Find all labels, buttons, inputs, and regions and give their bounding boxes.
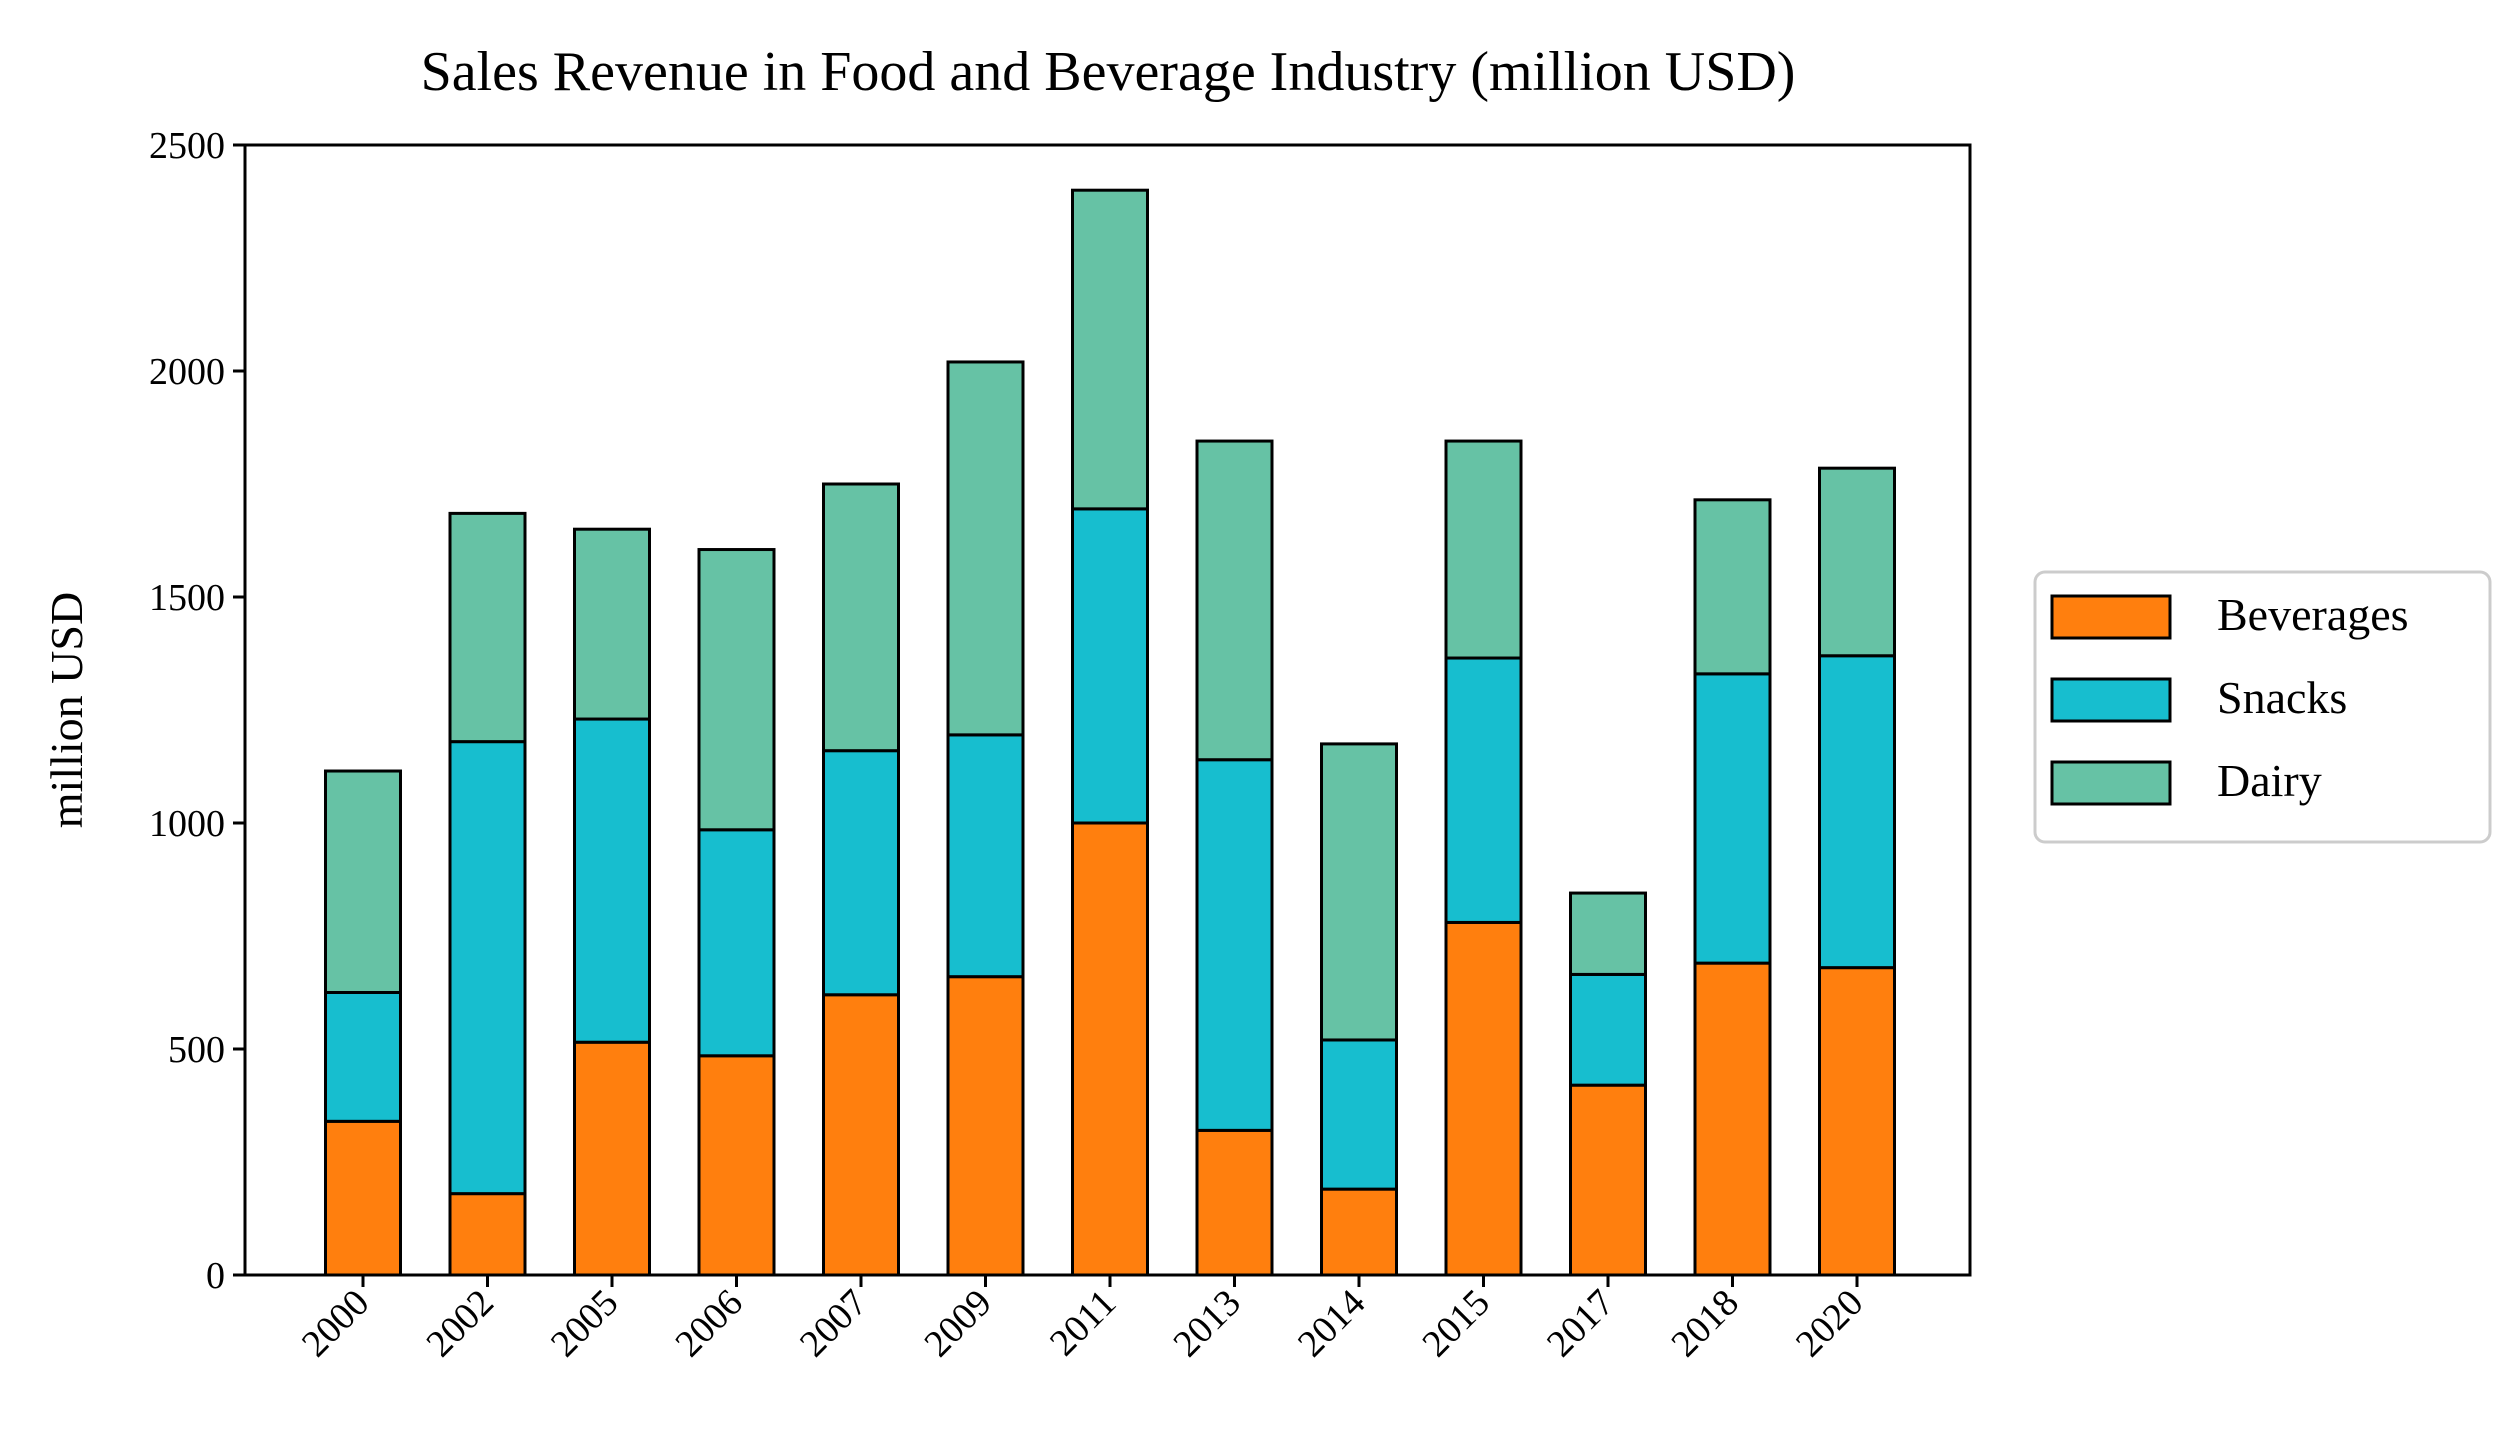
x-tick-label: 2006 [667, 1282, 750, 1365]
x-tick-label: 2018 [1663, 1282, 1746, 1365]
x-tick-label: 2007 [792, 1282, 875, 1365]
bar-snacks-2007 [822, 749, 900, 997]
bar-snacks-2018 [1693, 672, 1772, 965]
bar-snacks-2013 [1195, 758, 1274, 1132]
bar-beverages-2007 [822, 993, 900, 1277]
x-tick-label: 2015 [1414, 1282, 1497, 1365]
bar-dairy-2013 [1195, 439, 1274, 762]
y-tick-label: 2500 [149, 125, 225, 167]
bar-beverages-2013 [1195, 1128, 1274, 1277]
y-axis-label: million USD [41, 592, 92, 828]
y-tick-label: 1000 [149, 803, 225, 845]
bar-snacks-2015 [1444, 656, 1523, 924]
x-tick-label: 2017 [1539, 1282, 1622, 1365]
y-axis-ticks: 0 500 1000 1500 2000 2500 [149, 125, 245, 1297]
bars-group [324, 188, 1896, 1277]
y-tick-label: 500 [168, 1029, 225, 1071]
plot-frame [243, 143, 1972, 1277]
legend-items: Beverages Snacks Dairy [2050, 589, 2409, 806]
bar-beverages-2018 [1693, 961, 1772, 1277]
bar-snacks-2006 [697, 828, 776, 1058]
x-tick-label: 2013 [1165, 1282, 1248, 1365]
bar-dairy-2017 [1569, 891, 1647, 976]
bar-dairy-2015 [1444, 439, 1523, 660]
bar-snacks-2020 [1818, 654, 1896, 970]
y-tick-label: 0 [206, 1255, 225, 1297]
bar-beverages-2006 [697, 1054, 776, 1277]
bar-dairy-2018 [1693, 498, 1772, 676]
chart-title: Sales Revenue in Food and Beverage Indus… [421, 41, 1796, 103]
legend-swatch-dairy [2050, 760, 2172, 806]
bar-dairy-2020 [1818, 466, 1896, 658]
x-tick-label: 2002 [418, 1282, 501, 1365]
bar-snacks-2011 [1071, 507, 1149, 825]
bar-beverages-2002 [448, 1192, 527, 1277]
y-tick-label: 1500 [149, 577, 225, 619]
bar-beverages-2014 [1320, 1187, 1398, 1277]
y-tick-label: 2000 [149, 351, 225, 393]
legend-swatch-beverages [2050, 594, 2172, 640]
bar-dairy-2014 [1320, 742, 1398, 1042]
bar-snacks-2002 [448, 740, 527, 1196]
bar-dairy-2005 [573, 527, 651, 721]
bar-dairy-2011 [1071, 188, 1149, 511]
x-tick-label: 2011 [1042, 1282, 1124, 1364]
bar-snacks-2005 [573, 717, 651, 1044]
bar-beverages-2005 [573, 1040, 651, 1277]
x-axis-ticks: 2000 2002 2005 2006 2007 2009 2011 2013 2014 2015… [294, 1275, 1871, 1365]
bar-beverages-2015 [1444, 920, 1523, 1277]
legend-label-beverages: Beverages [2217, 589, 2409, 640]
x-tick-label: 2005 [543, 1282, 626, 1365]
bar-beverages-2020 [1818, 966, 1896, 1277]
bar-beverages-2009 [946, 975, 1025, 1277]
bar-beverages-2017 [1569, 1083, 1647, 1277]
legend-swatch-snacks [2050, 677, 2172, 723]
bar-snacks-2000 [324, 991, 402, 1123]
x-tick-label: 2020 [1788, 1282, 1871, 1365]
bar-snacks-2014 [1320, 1038, 1398, 1191]
bar-beverages-2011 [1071, 821, 1149, 1277]
bar-snacks-2017 [1569, 972, 1647, 1087]
x-tick-label: 2014 [1290, 1282, 1373, 1365]
bar-beverages-2000 [324, 1119, 402, 1277]
legend-label-snacks: Snacks [2217, 672, 2347, 723]
bar-dairy-2002 [448, 511, 527, 744]
x-tick-label: 2009 [916, 1282, 999, 1365]
bar-snacks-2009 [946, 733, 1025, 979]
bar-dairy-2000 [324, 769, 402, 995]
legend-label-dairy: Dairy [2217, 755, 2322, 806]
x-tick-label: 2000 [294, 1282, 377, 1365]
bar-dairy-2007 [822, 482, 900, 753]
bar-dairy-2006 [697, 548, 776, 832]
legend: Beverages Snacks Dairy [2033, 570, 2492, 844]
bar-dairy-2009 [946, 360, 1025, 737]
